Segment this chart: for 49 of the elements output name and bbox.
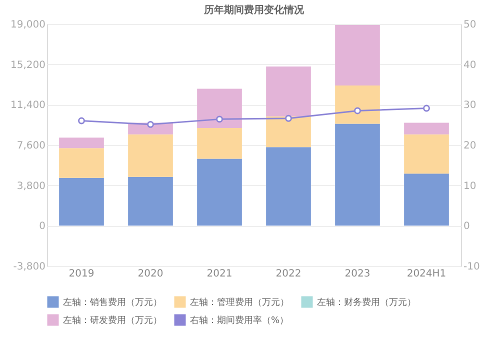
bar (266, 147, 311, 226)
bar (266, 66, 311, 116)
bar (335, 25, 380, 86)
bar (335, 86, 380, 124)
x-tick-label: 2021 (206, 268, 232, 280)
point (354, 107, 361, 114)
legend-label: 左轴：财务费用（万元） (317, 297, 416, 308)
bar (335, 124, 380, 226)
x-tick-label: 2023 (344, 268, 370, 280)
y2-tick-label: -10 (464, 262, 480, 272)
bar (404, 122, 449, 134)
y-tick-label: 0 (39, 221, 46, 232)
point (216, 116, 223, 123)
bar (197, 88, 242, 128)
y-tick-label: 19,000 (10, 20, 46, 30)
bar (128, 176, 173, 226)
y2-tick-label: 0 (464, 221, 470, 232)
y-tick-label: 15,200 (10, 60, 46, 71)
bar (197, 128, 242, 159)
y2-tick-label: 40 (464, 60, 476, 71)
legend-label: 左轴：销售费用（万元） (63, 297, 162, 308)
point (423, 104, 430, 112)
chart-title: 历年期间费用变化情况 (203, 4, 305, 16)
y-tick-label: 3,800 (16, 180, 46, 192)
bar (404, 134, 449, 174)
bar (266, 116, 311, 148)
y2-tick-label: 50 (464, 20, 476, 30)
point (285, 114, 292, 122)
x-tick-label: 2019 (68, 268, 94, 280)
y2-tick-label: 10 (464, 180, 476, 192)
point (147, 120, 154, 128)
x-tick-label: 2024H1 (406, 268, 446, 280)
bar (404, 174, 449, 226)
bar (128, 134, 173, 177)
legend-label: 右轴：期间费用率（%） (190, 315, 289, 326)
bar (59, 178, 104, 226)
y-tick-label: 7,600 (16, 140, 46, 152)
legend-label: 左轴：研发费用（万元） (63, 315, 162, 326)
y-tick-label: -3,800 (13, 262, 46, 272)
x-tick-label: 2022 (276, 268, 302, 280)
y-tick-label: 11,400 (10, 100, 46, 112)
bar (59, 138, 104, 148)
point (78, 117, 85, 124)
y2-tick-label: 30 (464, 100, 476, 112)
legend-label: 左轴：管理费用（万元） (190, 297, 289, 308)
y2-tick-label: 20 (464, 140, 476, 152)
bar (59, 148, 104, 178)
bar (197, 158, 242, 226)
x-tick-label: 2020 (138, 268, 164, 280)
